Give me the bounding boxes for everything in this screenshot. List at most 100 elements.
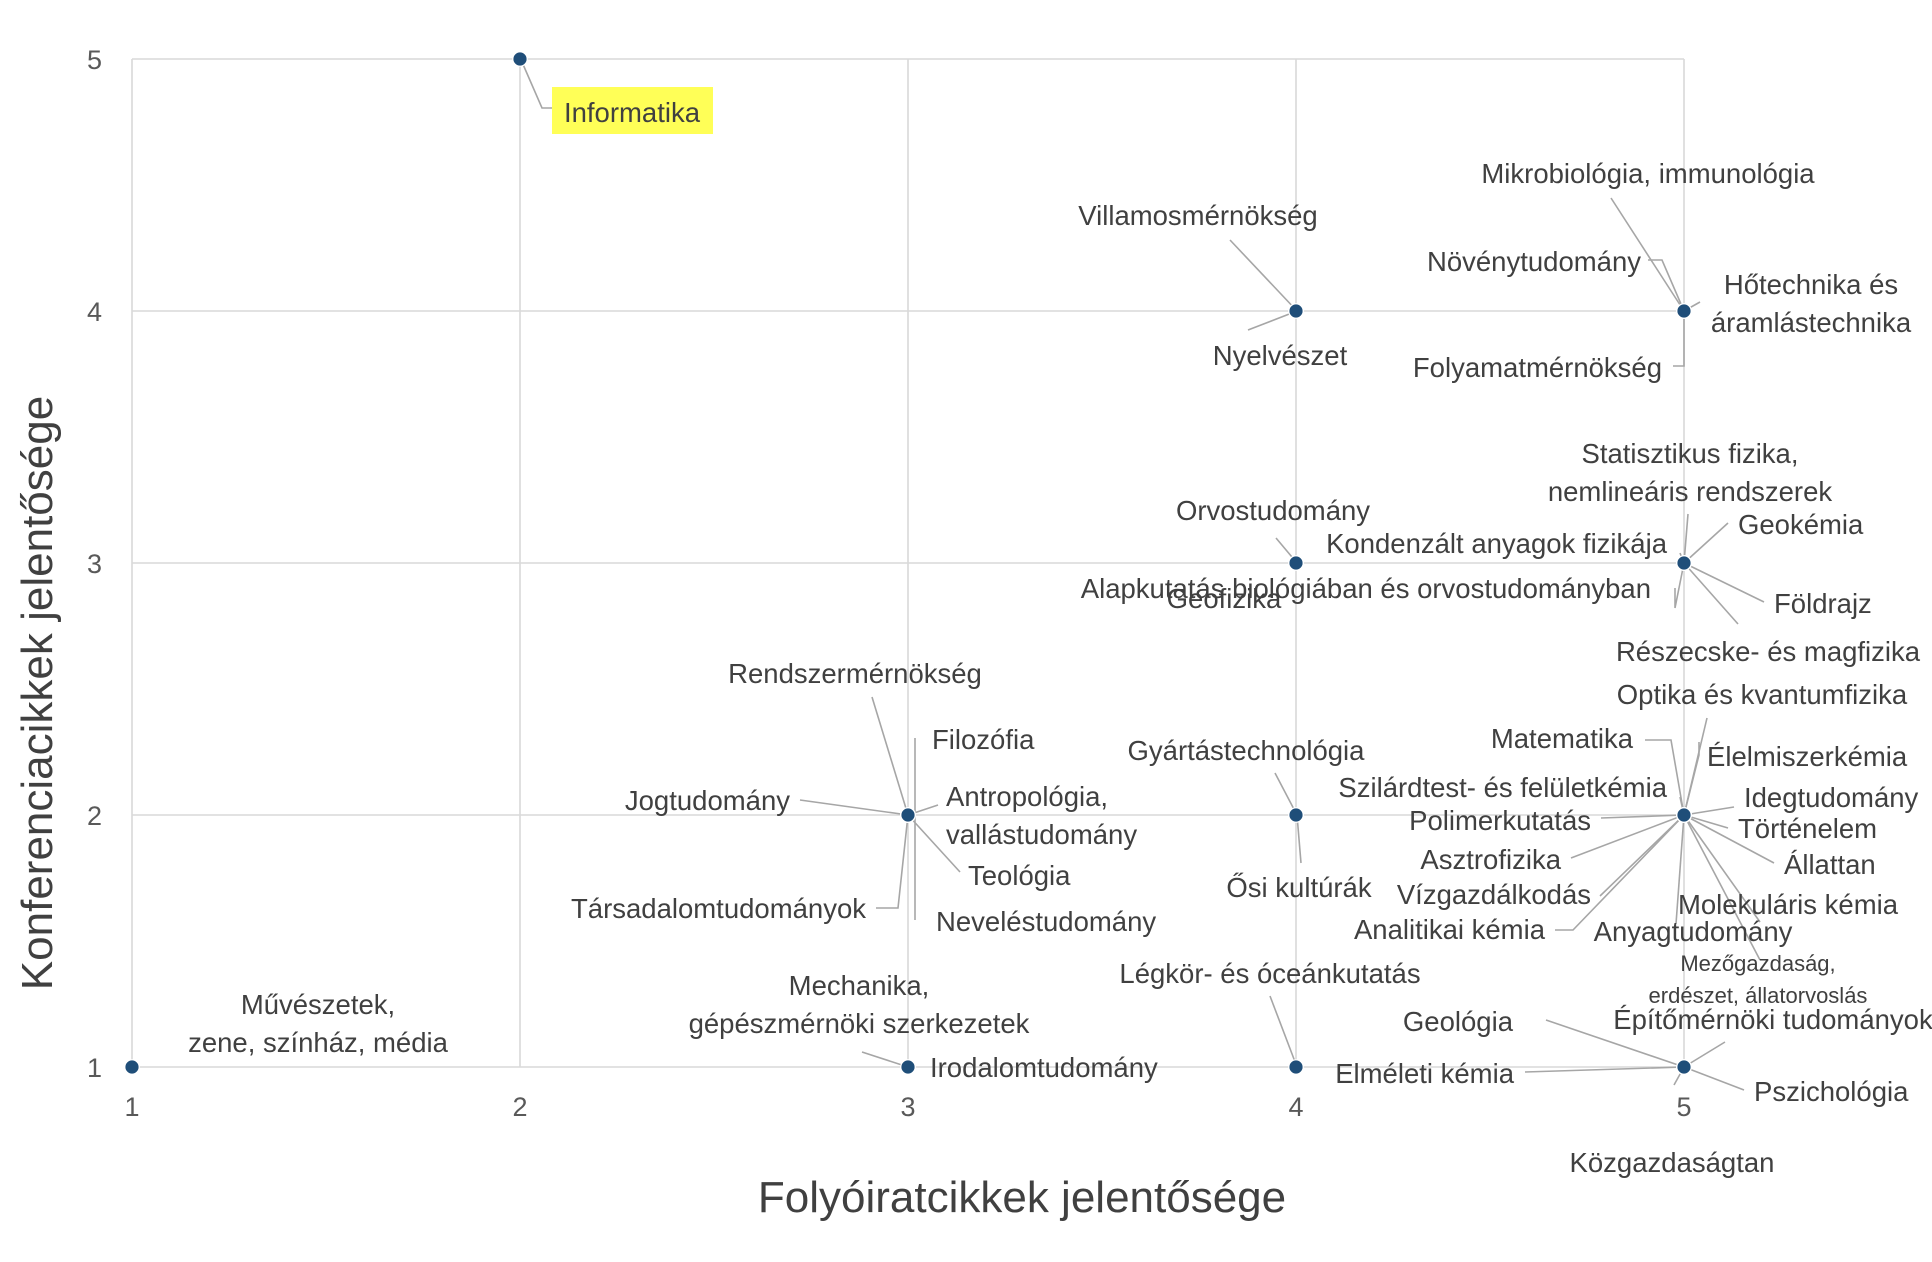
- data-label-optika-es-kvantumfizika: Optika és kvantumfizika: [1617, 679, 1908, 710]
- leader-line-rendszermernokseg: [871, 696, 909, 816]
- data-label-novenytudomany: Növénytudomány: [1427, 246, 1641, 277]
- data-label-anyagtudomany: Anyagtudomány: [1594, 916, 1793, 947]
- data-label-mechanika-gepeszmernoki-szerkezetek: Mechanika, gépészmérnöki szerkezetek: [689, 970, 1030, 1039]
- leader-line-informatika: [521, 61, 554, 109]
- leader-line-anyagtudomany: [1675, 814, 1685, 925]
- data-label-pszichologia: Pszichológia: [1754, 1076, 1909, 1107]
- leader-line-statisztikus-fizika-nemlinearis-rendszerek: [1683, 513, 1689, 564]
- data-label-teologia: Teológia: [968, 860, 1071, 891]
- data-label-allattan: Állattan: [1784, 849, 1876, 880]
- x-tick-label: 2: [512, 1092, 527, 1122]
- data-point-kozgazdasagtan: [1676, 1059, 1692, 1075]
- leader-line-tarsadalomtudomanyok: [876, 814, 909, 909]
- data-point-legkor-es-oceankutatas: [1288, 1059, 1304, 1075]
- data-point-irodalomtudomany: [900, 1059, 916, 1075]
- leader-line-jogtudomany: [799, 799, 909, 816]
- leader-line-teologia: [907, 814, 961, 873]
- data-label-jogtudomany: Jogtudomány: [625, 785, 790, 816]
- data-label-legkor-es-oceankutatas: Légkör- és óceánkutatás: [1119, 958, 1420, 989]
- label-highlight-box: [552, 87, 713, 134]
- data-point-nyelveszet: [1288, 303, 1304, 319]
- data-point-osi-kulturak: [1288, 807, 1304, 823]
- leader-line-geokemia: [1683, 522, 1729, 564]
- leader-line-reszecske-es-magfizika: [1683, 562, 1739, 625]
- y-tick-label: 1: [87, 1053, 102, 1083]
- y-tick-label: 5: [87, 45, 102, 75]
- leader-line-polimerkutatas: [1600, 814, 1685, 819]
- data-label-molekularis-kemia: Molekuláris kémia: [1678, 889, 1899, 920]
- leader-line-molekularis-kemia: [1683, 814, 1761, 923]
- data-point-muveszetek-zene-szinhaz-media: [124, 1059, 140, 1075]
- data-label-matematika: Matematika: [1491, 723, 1634, 754]
- leader-line-mezogazdasag-erdeszet-allatorvoslas: [1683, 814, 1761, 961]
- data-label-antropologia-vallastudomany: Antropológia, vallástudomány: [946, 781, 1137, 850]
- leader-line-epitomernoki-tudomanyok: [1683, 1041, 1726, 1068]
- data-point-reszecske-es-magfizika: [1676, 555, 1692, 571]
- leader-line-alapkutatas-biologiaban-es-orvostudomanyban: [1674, 562, 1685, 609]
- leader-line-foldrajz: [1683, 562, 1765, 603]
- data-label-elelmiszerkemia: Élelmiszerkémia: [1707, 741, 1908, 772]
- leader-lines: [521, 61, 1775, 1091]
- data-label-kozgazdasagtan: Közgazdaságtan: [1570, 1147, 1775, 1178]
- data-point-mezogazdasag-erdeszet-allatorvoslas: [1676, 807, 1692, 823]
- data-label-hotechnika-es-aramlastechnika: Hőtechnika és áramlástechnika: [1711, 269, 1912, 338]
- data-point-informatika: [512, 51, 528, 67]
- data-label-rendszermernokseg: Rendszermérnökség: [728, 658, 982, 689]
- data-label-epitomernoki-tudomanyok: Építőmérnöki tudományok: [1613, 1004, 1932, 1035]
- data-label-tarsadalomtudomanyok: Társadalomtudományok: [571, 893, 866, 924]
- leader-line-elelmiszerkemia: [1683, 742, 1700, 816]
- data-label-foldrajz: Földrajz: [1774, 588, 1872, 619]
- x-tick-label: 1: [124, 1092, 139, 1122]
- leader-line-analitikai-kemia: [1555, 814, 1685, 931]
- x-tick-label: 4: [1288, 1092, 1303, 1122]
- leader-line-pszichologia: [1683, 1066, 1745, 1091]
- leader-line-folyamatmernokseg: [1673, 311, 1685, 367]
- data-label-osi-kulturak: Ősi kultúrák: [1226, 872, 1371, 903]
- data-point-nevelestudomany: [900, 807, 916, 823]
- data-label-mikrobiologia-immunologia: Mikrobiológia, immunológia: [1481, 158, 1815, 189]
- leader-line-legkor-es-oceankutatas: [1269, 995, 1298, 1068]
- data-label-informatika: Informatika: [564, 97, 701, 128]
- leader-line-elmeleti-kemia: [1524, 1066, 1685, 1073]
- data-label-reszecske-es-magfizika: Részecske- és magfizika: [1616, 636, 1921, 667]
- data-label-villamosmernokseg: Villamosmérnökség: [1078, 200, 1317, 231]
- data-label-geofizika: Geofizika: [1167, 583, 1282, 614]
- y-axis-title: Konferenciacikkek jelentősége: [13, 396, 62, 990]
- leader-line-allattan: [1683, 814, 1775, 864]
- leader-line-mechanika-gepeszmernoki-szerkezetek: [861, 1051, 909, 1068]
- data-label-nevelestudomany: Neveléstudomány: [936, 906, 1156, 937]
- leader-line-nyelveszet: [1247, 310, 1298, 331]
- leader-line-novenytudomany: [1648, 259, 1685, 312]
- data-label-statisztikus-fizika-nemlinearis-rendszerek: Statisztikus fizika, nemlineáris rendszer…: [1548, 438, 1833, 507]
- y-tick-label: 4: [87, 297, 102, 327]
- leader-line-idegtudomany: [1683, 806, 1735, 816]
- data-label-orvostudomany: Orvostudomány: [1176, 495, 1370, 526]
- data-labels: Művészetek, zene, színház, média Informati…: [188, 87, 1932, 1178]
- data-label-asztrofizika: Asztrofizika: [1420, 844, 1561, 875]
- leader-line-osi-kulturak: [1296, 814, 1302, 864]
- data-label-folyamatmernokseg: Folyamatmérnökség: [1413, 352, 1662, 383]
- data-label-szilardtest-es-feluletkemia: Szilárdtest- és felületkémia: [1338, 772, 1667, 803]
- leader-line-asztrofizika: [1570, 814, 1685, 859]
- data-label-geologia: Geológia: [1403, 1006, 1514, 1037]
- tick-labels: 1 2 3 4 5 1 2 3 4 5: [87, 45, 1692, 1122]
- data-label-irodalomtudomany: Irodalomtudomány: [930, 1052, 1158, 1083]
- data-label-analitikai-kemia: Analitikai kémia: [1354, 914, 1546, 945]
- data-label-nyelveszet: Nyelvészet: [1213, 340, 1348, 371]
- data-label-muveszetek-zene-szinhaz-media: Művészetek, zene, színház, média: [188, 989, 449, 1058]
- data-label-tortenelem: Történelem: [1738, 813, 1877, 844]
- leader-line-matematika: [1645, 739, 1685, 816]
- leader-line-geologia: [1545, 1019, 1685, 1068]
- leader-line-villamosmernokseg: [1229, 239, 1298, 312]
- x-tick-label: 5: [1676, 1092, 1691, 1122]
- data-label-kondenzalt-anyagok-fizikaja: Kondenzált anyagok fizikája: [1326, 528, 1668, 559]
- data-label-gyartastechnologia: Gyártástechnológia: [1128, 735, 1366, 766]
- data-label-filozofia: Filozófia: [932, 724, 1035, 755]
- data-label-alapkutatas-biologiaban-es-orvostudomanyban: Alapkutatás biológiában és orvostudomány…: [1081, 573, 1651, 604]
- data-label-geokemia: Geokémia: [1738, 509, 1864, 540]
- data-points: [124, 51, 1692, 1075]
- x-tick-label: 3: [900, 1092, 915, 1122]
- leader-line-mikrobiologia-immunologia: [1610, 197, 1685, 312]
